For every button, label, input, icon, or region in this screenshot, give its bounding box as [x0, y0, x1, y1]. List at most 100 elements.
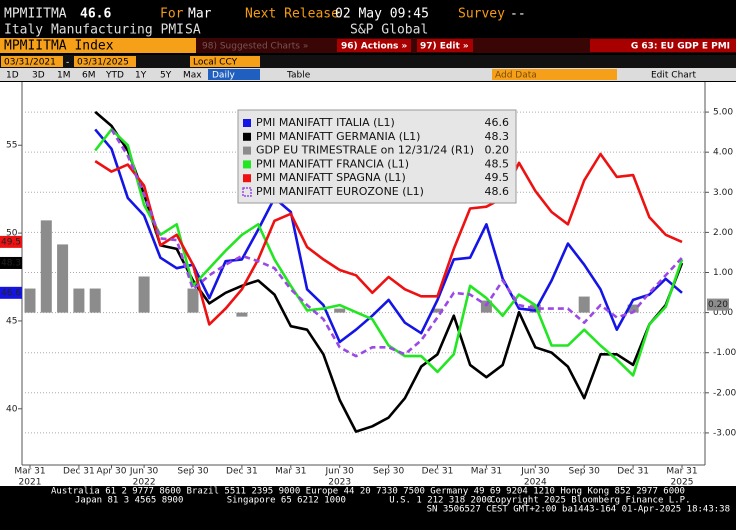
- series-line: [94, 152, 683, 326]
- frequency-button[interactable]: [208, 69, 260, 80]
- bar: [24, 288, 36, 313]
- actions[interactable]: 96) Actions »: [341, 42, 408, 52]
- legend: PMI MANIFATT ITALIA (L1) 46.6 PMI MANIFATT…: [237, 109, 517, 204]
- y2-tick-label: -2.00: [713, 388, 736, 398]
- y-tick-label: 50: [6, 229, 18, 239]
- range-button[interactable]: 5Y: [160, 71, 172, 81]
- x-tick-label: Sep 30: [569, 467, 601, 477]
- y-tick-label: 55: [6, 141, 17, 151]
- range-button[interactable]: 1Y: [135, 71, 147, 81]
- add-data[interactable]: Add Data: [495, 71, 537, 81]
- bar: [57, 244, 69, 313]
- axis-tag: [0, 256, 22, 269]
- legend-value: 49.5: [485, 171, 510, 184]
- x-year-label: 2022: [133, 478, 156, 488]
- legend-label: PMI MANIFATT EUROZONE (L1): [256, 185, 424, 198]
- bar: [334, 308, 346, 313]
- survey-label: Survey: [458, 7, 505, 22]
- legend-value: 48.6: [485, 185, 510, 198]
- for-value: Mar: [188, 7, 212, 22]
- axis-tag-label: 48.3: [1, 258, 21, 268]
- x-year-label: 2025: [671, 478, 694, 488]
- range-button[interactable]: 6M: [82, 71, 96, 81]
- currency[interactable]: Local CCY: [193, 58, 238, 68]
- bar: [578, 296, 590, 313]
- x-tick-label: Dec 31: [422, 467, 454, 477]
- x-tick-label: Mar 31: [14, 467, 45, 477]
- description: Italy Manufacturing PMI: [4, 23, 184, 38]
- x-tick-label: Jun 30: [325, 467, 355, 477]
- axis-tag: [0, 235, 22, 248]
- x-tick-label: Jun 30: [129, 467, 159, 477]
- range-button[interactable]: 3D: [32, 71, 45, 81]
- range-button[interactable]: YTD: [105, 71, 124, 81]
- x-tick-label: Dec 31: [226, 467, 258, 477]
- plot: -3.00 -2.00 -1.00 0.00 1.00 2.00 3.00 4.00 5.00 4…: [0, 108, 736, 488]
- footer-line: SN 3506527 CEST GMT+2:00 ba1443-164 01-A…: [427, 505, 730, 515]
- legend-value: 0.20: [485, 144, 510, 157]
- table-button[interactable]: Table: [286, 71, 311, 81]
- suggested-charts[interactable]: 98) Suggested Charts »: [202, 42, 308, 52]
- date-separator: -: [66, 58, 69, 68]
- bar: [432, 308, 443, 313]
- x-tick-label: Dec 31: [617, 467, 649, 477]
- actions-button[interactable]: [337, 39, 411, 52]
- range-button[interactable]: Max: [183, 71, 202, 81]
- end-field[interactable]: [74, 56, 136, 67]
- x-year-label: 2023: [328, 478, 351, 488]
- legend-value: 46.6: [485, 116, 510, 129]
- start-field[interactable]: [1, 56, 63, 67]
- bar: [89, 288, 101, 313]
- end-date[interactable]: 03/31/2025: [77, 58, 129, 68]
- y2-tick-label: -1.00: [713, 348, 736, 358]
- edit-chart[interactable]: Edit Chart: [651, 71, 696, 81]
- x-tick-label: Apr 30: [97, 467, 127, 477]
- series-line: [94, 110, 684, 433]
- date-bar: [0, 55, 736, 68]
- x-tick-label: Jun 30: [520, 467, 550, 477]
- bar: [73, 288, 85, 313]
- y2-tick-label: 0.00: [713, 308, 733, 318]
- range-buttons: 1D 3D 1M 6M YTD 1Y 5Y Max: [6, 71, 202, 81]
- footer: Australia 61 2 9777 8600 Brazil 5511 239…: [51, 487, 730, 515]
- y2-tick-label: 3.00: [713, 188, 733, 198]
- range-button[interactable]: 1D: [6, 71, 19, 81]
- legend-label: PMI MANIFATT SPAGNA (L1): [256, 171, 406, 184]
- footer-line: Australia 61 2 9777 8600 Brazil 5511 239…: [51, 487, 685, 497]
- legend-marker: [243, 119, 251, 127]
- x-tick-label: Sep 30: [373, 467, 405, 477]
- y-tick-label: 40: [6, 404, 18, 414]
- edit-button[interactable]: [417, 39, 473, 52]
- bar: [480, 300, 492, 313]
- survey-value: --: [510, 7, 526, 22]
- x-tick-label: Mar 31: [471, 467, 502, 477]
- x-tick-label: Dec 31: [63, 467, 95, 477]
- currency-field[interactable]: [190, 56, 260, 67]
- release-value: 02 May 09:45: [335, 7, 429, 22]
- start-date[interactable]: 03/31/2021: [4, 58, 56, 68]
- page-title: G 63: EU GDP E PMI: [631, 42, 730, 52]
- adjustment: SA: [185, 23, 201, 38]
- legend-value: 48.5: [485, 157, 510, 170]
- legend-label: PMI MANIFATT GERMANIA (L1): [256, 130, 420, 143]
- add-data-field[interactable]: [492, 69, 617, 80]
- frequency[interactable]: Daily: [212, 71, 235, 81]
- y-tick-label: 45: [6, 316, 17, 326]
- security[interactable]: MPMIITMA Index: [4, 39, 114, 54]
- bar: [138, 276, 150, 313]
- security-box[interactable]: [0, 38, 196, 53]
- x-tick-label: Sep 30: [177, 467, 209, 477]
- x-year-label: 2024: [524, 478, 547, 488]
- legend-marker: [243, 146, 251, 155]
- x-tick-label: Mar 31: [666, 467, 697, 477]
- edit[interactable]: 97) Edit »: [420, 42, 469, 52]
- x-tick-label: Mar 31: [275, 467, 306, 477]
- bar: [627, 304, 639, 313]
- y2-tick-label: 4.00: [713, 148, 733, 158]
- bar: [236, 312, 248, 317]
- range-button[interactable]: 1M: [57, 71, 71, 81]
- bar: [187, 288, 199, 313]
- legend-value: 48.3: [485, 130, 510, 143]
